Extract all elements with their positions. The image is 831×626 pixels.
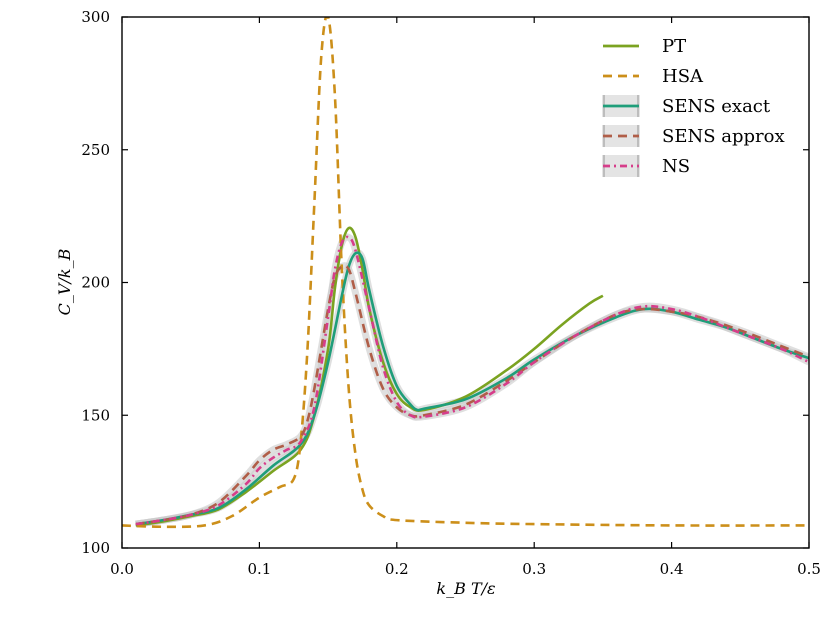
legend-label-hsa: HSA xyxy=(662,66,704,87)
legend: PT HSA SENS exact SENS approx NS xyxy=(602,36,785,177)
x-tick-label: 0.4 xyxy=(660,560,684,578)
uncertainty-bands xyxy=(135,233,809,528)
x-tick-label: 0.1 xyxy=(247,560,271,578)
series-line-ns xyxy=(135,235,809,526)
x-tick-label: 0.5 xyxy=(797,560,821,578)
y-axis-label: C_V/k_B xyxy=(55,248,74,315)
x-tick-label: 0.3 xyxy=(522,560,546,578)
series-line-hsa xyxy=(122,17,809,529)
legend-label-pt: PT xyxy=(662,36,686,57)
x-tick-label: 0.2 xyxy=(385,560,409,578)
x-tick-label: 0.0 xyxy=(110,560,134,578)
series-line-sens-approx xyxy=(135,264,809,526)
y-tick-label: 100 xyxy=(81,539,110,557)
axis-ticks: 0.0 0.1 0.2 0.3 0.4 0.5 100 150 200 250 300 xyxy=(81,8,821,578)
y-tick-label: 250 xyxy=(81,141,110,159)
series-line-pt xyxy=(135,226,604,527)
y-tick-label: 200 xyxy=(81,274,110,292)
legend-label-sens-approx: SENS approx xyxy=(662,126,785,147)
y-tick-label: 150 xyxy=(81,406,110,424)
legend-label-ns: NS xyxy=(662,156,690,177)
legend-label-sens-exact: SENS exact xyxy=(662,96,771,117)
y-tick-label: 300 xyxy=(81,8,110,26)
x-axis-label: k_B T/ε xyxy=(436,579,495,598)
series-lines xyxy=(122,17,809,529)
